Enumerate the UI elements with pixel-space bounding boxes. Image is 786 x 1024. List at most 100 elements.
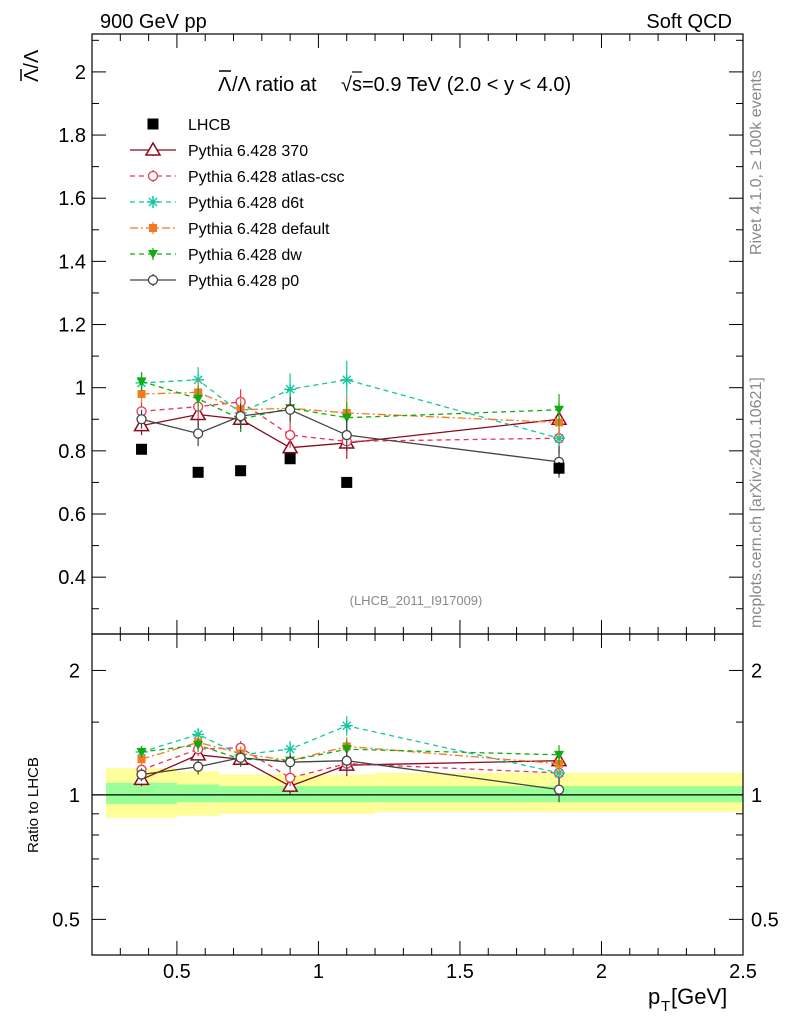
top-point-p0-0 <box>136 414 147 425</box>
header-left: 900 GeV pp <box>100 11 207 33</box>
legend-label-dw: Pythia 6.428 dw <box>188 247 302 264</box>
xtick-label-2: 1.5 <box>446 961 474 983</box>
ratio-point-dw-0 <box>136 747 147 757</box>
legend-item-p0: Pythia 6.428 p0 <box>130 273 299 290</box>
title-s: s=0.9 TeV (2.0 < y < 4.0) <box>352 74 571 96</box>
main-title: Λ /Λ ratio at √ s=0.9 TeV (2.0 < y < 4.0… <box>218 70 571 96</box>
top-point-p0-2 <box>235 410 246 422</box>
ratio-point-dw-5 <box>554 750 565 760</box>
top-point-lhcb-3 <box>284 453 296 465</box>
top-line-dw <box>141 380 560 420</box>
xtick-label-1: 1 <box>313 961 324 983</box>
legend-item-lhcb: LHCB <box>147 117 231 134</box>
ytick-label-top-4: 1.2 <box>58 315 86 337</box>
legend-item-d6t: Pythia 6.428 d6t <box>130 195 304 212</box>
legend-marker-atlas <box>147 170 159 182</box>
watermark: (LHCB_2011_I917009) <box>350 593 483 608</box>
ytick-label-bottom-right-2: 2 <box>751 660 762 682</box>
band-green-0 <box>106 782 177 805</box>
ratio-line-d6t <box>141 725 560 774</box>
ratio-point-default-0 <box>137 755 146 764</box>
top-line-default <box>141 391 560 424</box>
top-point-lhcb-5 <box>553 462 565 474</box>
legend: LHCB Pythia 6.428 370 Pythia 6.428 atlas-c… <box>130 117 345 290</box>
ytick-label-bottom-1: 1 <box>69 785 80 807</box>
top-point-p0-3 <box>284 404 296 415</box>
top-point-d6t-5 <box>553 432 566 445</box>
ratio-series-p0 <box>136 750 565 803</box>
top-point-lhcb-0 <box>136 443 148 455</box>
ylabel-bottom: Ratio to LHCB <box>25 757 42 853</box>
title-lambda-bar: Λ <box>218 74 232 96</box>
top-point-default-0 <box>137 390 146 398</box>
ratio-point-p0-5 <box>553 784 565 795</box>
ytick-label-bottom-right-0: 0.5 <box>751 909 779 931</box>
xlabel-p: p <box>648 984 660 1009</box>
legend-item-default: Pythia 6.428 default <box>130 221 330 238</box>
legend-label-p0: Pythia 6.428 p0 <box>188 273 299 290</box>
legend-marker-p370 <box>144 141 162 156</box>
ylabel-top: Λ/Λ <box>20 49 43 82</box>
ratio-point-p0-0 <box>136 769 147 780</box>
top-point-lhcb-1 <box>192 466 204 478</box>
top-point-dw-5 <box>554 405 565 415</box>
ytick-label-bottom-right-1: 1 <box>751 785 762 807</box>
top-line-d6t <box>141 379 560 439</box>
ratio-point-p0-4 <box>341 755 352 766</box>
ratio-point-d6t-4 <box>340 719 353 732</box>
ratio-point-atlas-3 <box>284 772 296 783</box>
ytick-label-top-5: 1.4 <box>58 251 86 273</box>
legend-item-dw: Pythia 6.428 dw <box>130 247 302 264</box>
legend-item-p370: Pythia 6.428 370 <box>130 141 308 160</box>
xtick-label-3: 2 <box>596 961 607 983</box>
ytick-label-top-1: 0.6 <box>58 504 86 526</box>
title-sqrt: √ <box>341 74 352 96</box>
ratio-line-p370 <box>141 754 560 787</box>
legend-marker-d6t <box>147 196 159 208</box>
xlabel: p T [GeV] <box>648 984 727 1015</box>
ylabel-top-text: Λ/Λ <box>21 49 43 82</box>
top-line-atlas <box>141 401 560 443</box>
xtick-label-0: 0.5 <box>163 961 191 983</box>
header-right: Soft QCD <box>646 11 732 33</box>
legend-label-atlas: Pythia 6.428 atlas-csc <box>188 169 345 186</box>
side-text-bottom: mcplots.cern.ch [arXiv:2401.10621] <box>748 377 765 628</box>
legend-marker-dw <box>148 250 158 259</box>
top-point-dw-1 <box>193 394 204 404</box>
top-point-lhcb-4 <box>341 476 353 488</box>
top-point-lhcb-2 <box>235 465 247 477</box>
top-point-atlas-3 <box>284 429 296 441</box>
ratio-point-dw-4 <box>341 745 352 755</box>
legend-label-default: Pythia 6.428 default <box>188 221 330 238</box>
band-green-4 <box>318 786 376 803</box>
ytick-label-top-2: 0.8 <box>58 441 86 463</box>
ratio-point-dw-1 <box>193 741 204 751</box>
ratio-point-d6t-1 <box>192 728 205 741</box>
ytick-label-top-7: 1.8 <box>58 125 86 147</box>
top-point-dw-0 <box>136 377 147 387</box>
side-text-top: Rivet 4.1.0, ≥ 100k events <box>748 70 765 255</box>
top-point-p0-4 <box>341 429 352 441</box>
ratio-line-p0 <box>141 757 560 791</box>
band-green-2 <box>219 786 262 803</box>
top-series-lhcb <box>136 443 565 488</box>
band-green-1 <box>176 784 220 803</box>
legend-item-atlas: Pythia 6.428 atlas-csc <box>130 169 345 186</box>
ratio-point-p0-2 <box>235 752 246 763</box>
top-point-d6t-3 <box>284 383 297 396</box>
xtick-label-4: 2.5 <box>729 961 757 983</box>
legend-marker-default <box>149 224 157 232</box>
top-point-dw-4 <box>341 413 352 423</box>
legend-label-lhcb: LHCB <box>188 117 231 134</box>
ratio-point-p0-1 <box>192 761 204 772</box>
ratio-point-d6t-3 <box>284 743 297 756</box>
top-point-p0-1 <box>192 428 204 439</box>
legend-marker-lhcb <box>147 118 159 130</box>
ytick-label-top-8: 2 <box>75 62 86 84</box>
ytick-label-top-6: 1.6 <box>58 188 86 210</box>
top-point-d6t-1 <box>192 373 205 386</box>
ratio-line-default <box>141 741 560 765</box>
xlabel-sub: T <box>661 998 670 1015</box>
title-text: /Λ ratio at <box>232 74 317 96</box>
xlabel-unit: [GeV] <box>671 984 727 1009</box>
